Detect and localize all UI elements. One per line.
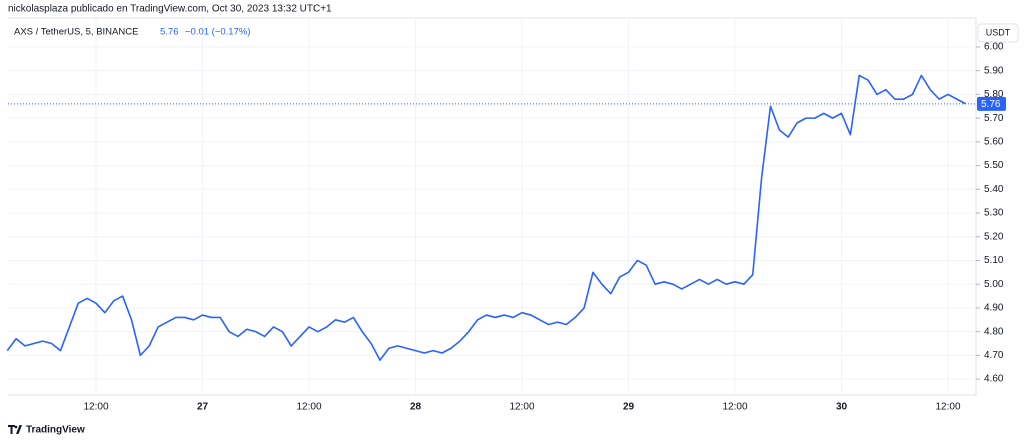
y-tick-label: 4.70 bbox=[984, 350, 1004, 361]
x-tick-label: 12:00 bbox=[83, 402, 108, 413]
y-tick-label: 5.80 bbox=[984, 89, 1004, 100]
x-tick-label: 12:00 bbox=[935, 402, 960, 413]
unit: USDT bbox=[986, 27, 1011, 37]
y-tick-label: 5.90 bbox=[984, 65, 1004, 76]
last-price-label: 5.76 bbox=[981, 99, 1001, 110]
x-tick-label: 12:00 bbox=[296, 402, 321, 413]
y-tick-label: 4.90 bbox=[984, 303, 1004, 314]
y-tick-label: 5.10 bbox=[984, 255, 1004, 266]
x-tick-label: 29 bbox=[623, 402, 635, 413]
change: −0.01 (−0.17%) bbox=[185, 27, 251, 38]
x-tick-label: 28 bbox=[410, 402, 422, 413]
x-tick-label: 30 bbox=[836, 402, 848, 413]
y-tick-label: 5.00 bbox=[984, 279, 1004, 290]
x-tick-label: 27 bbox=[197, 402, 209, 413]
y-tick-label: 5.60 bbox=[984, 136, 1004, 147]
y-tick-label: 5.40 bbox=[984, 184, 1004, 195]
y-tick-label: 5.20 bbox=[984, 231, 1004, 242]
x-tick-label: 12:00 bbox=[722, 402, 747, 413]
brand: TradingView bbox=[26, 425, 85, 436]
attribution: nickolasplaza publicado en TradingView.c… bbox=[8, 4, 332, 15]
y-tick-label: 5.70 bbox=[984, 113, 1004, 124]
y-tick-label: 6.00 bbox=[984, 42, 1004, 53]
symbol: AXS / TetherUS, 5, BINANCE bbox=[14, 27, 138, 38]
last-value: 5.76 bbox=[160, 27, 179, 38]
price-line bbox=[6, 74, 967, 361]
y-tick-label: 5.50 bbox=[984, 160, 1004, 171]
y-tick-label: 4.80 bbox=[984, 326, 1004, 337]
last-price-tag bbox=[977, 96, 1006, 111]
logo bbox=[8, 425, 22, 434]
y-tick-label: 4.60 bbox=[984, 374, 1004, 385]
y-tick-label: 5.30 bbox=[984, 208, 1004, 219]
unit-box bbox=[977, 23, 1019, 43]
x-tick-label: 12:00 bbox=[509, 402, 534, 413]
grid bbox=[8, 18, 976, 395]
